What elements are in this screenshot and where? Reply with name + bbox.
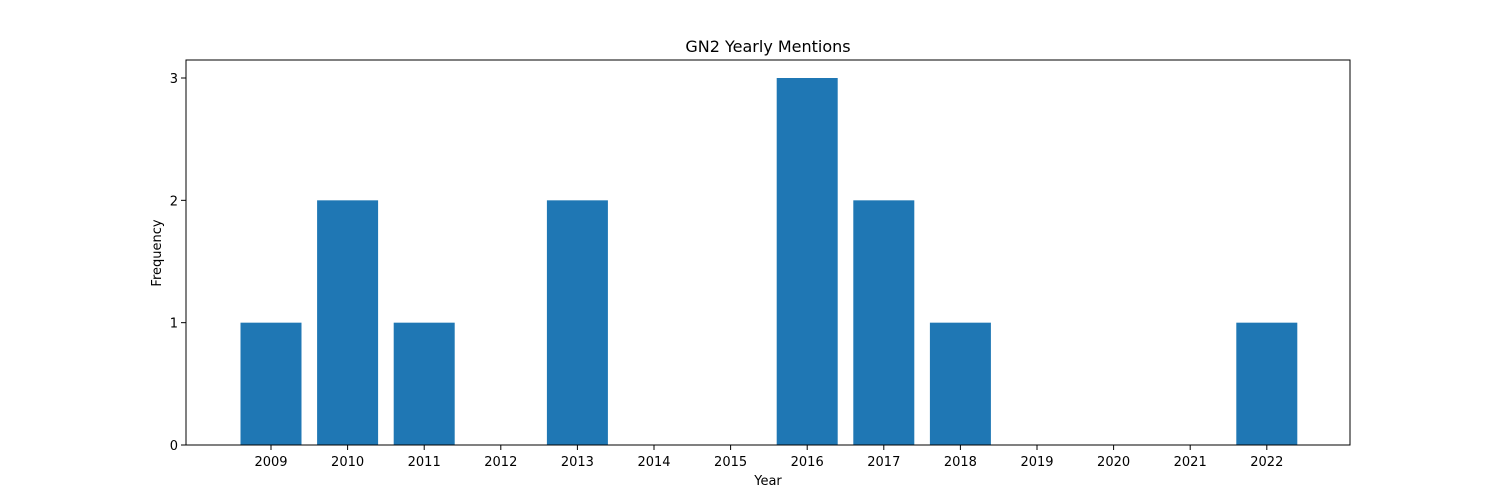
y-axis: 0 1 2 3 <box>170 72 186 454</box>
x-axis: 2009 2010 2011 2012 2013 2014 2015 2016 2017 2018… <box>254 445 1283 470</box>
x-axis-label: Year <box>753 474 782 489</box>
x-tick-label-2019: 2019 <box>1020 455 1053 470</box>
x-tick-label-2014: 2014 <box>637 455 670 470</box>
bar-2022 <box>1236 322 1298 445</box>
x-tick-label-2009: 2009 <box>254 455 287 470</box>
x-tick-label-2021: 2021 <box>1174 455 1207 470</box>
chart-title: GN2 Yearly Mentions <box>685 37 850 56</box>
bar-2017 <box>853 200 915 445</box>
x-tick-label-2022: 2022 <box>1250 455 1283 470</box>
bar-2010 <box>317 200 379 445</box>
x-tick-label-2013: 2013 <box>561 455 594 470</box>
bar-2018 <box>929 322 991 445</box>
y-tick-label-2: 2 <box>170 194 178 209</box>
bar-2011 <box>393 322 455 445</box>
x-tick-label-2017: 2017 <box>867 455 900 470</box>
y-tick-label-0: 0 <box>170 439 178 454</box>
x-tick-label-2015: 2015 <box>714 455 747 470</box>
y-axis-label: Frequency <box>150 219 165 286</box>
y-tick-label-1: 1 <box>170 317 178 332</box>
bar-2009 <box>240 322 302 445</box>
x-tick-label-2011: 2011 <box>408 455 441 470</box>
bars-group <box>240 78 1298 445</box>
bar-2016 <box>776 78 838 445</box>
x-tick-label-2012: 2012 <box>484 455 517 470</box>
x-tick-label-2018: 2018 <box>944 455 977 470</box>
plot-frame <box>185 59 1351 446</box>
bar-2013 <box>546 200 608 445</box>
y-tick-label-3: 3 <box>170 72 178 87</box>
x-tick-label-2020: 2020 <box>1097 455 1130 470</box>
x-tick-label-2010: 2010 <box>331 455 364 470</box>
x-tick-label-2016: 2016 <box>791 455 824 470</box>
